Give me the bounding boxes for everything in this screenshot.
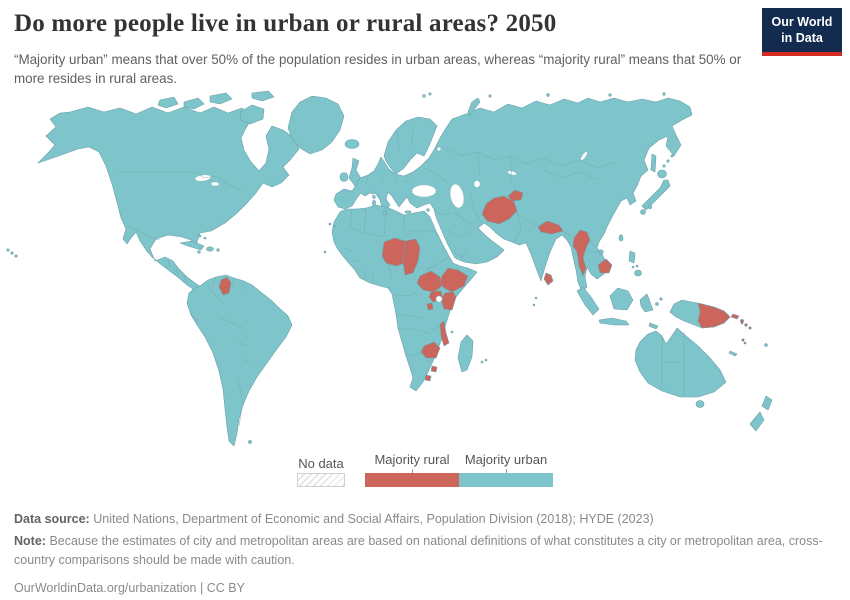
country-south-sudan[interactable]: [416, 270, 443, 293]
note-text: Because the estimates of city and metrop…: [14, 534, 823, 567]
legend-category-bar: Majority rural Majority urban: [365, 452, 553, 487]
islands-kuril: [662, 154, 674, 168]
majority-rural-countries[interactable]: [218, 189, 752, 382]
island-hispaniola: [206, 246, 214, 252]
island-taiwan[interactable]: [618, 234, 624, 242]
aral-sea: [473, 180, 481, 188]
landmass-australia[interactable]: [634, 327, 727, 398]
country-malawi[interactable]: [439, 320, 450, 347]
legend-tick: [505, 469, 507, 473]
island-kyushu: [640, 209, 646, 215]
owid-logo-accent-strip: [762, 52, 842, 57]
inland-water: [194, 146, 588, 303]
country-ethiopia[interactable]: [439, 267, 469, 293]
country-eswatini[interactable]: [430, 365, 438, 373]
country-niger[interactable]: [381, 237, 406, 267]
island-timor: [648, 322, 659, 330]
islands-new-zealand[interactable]: [749, 395, 773, 432]
owid-logo-box: Our World in Data: [762, 8, 842, 53]
country-guyana[interactable]: [218, 276, 232, 296]
islands-indonesia[interactable]: [576, 286, 663, 330]
island-sumatra: [576, 286, 600, 316]
arctic-archipelago[interactable]: [157, 90, 275, 125]
country-myanmar[interactable]: [572, 229, 591, 277]
chart-subtitle: “Majority urban” means that over 50% of …: [14, 52, 742, 87]
islands-mediterranean: [372, 195, 430, 216]
legend-label-majority-rural: Majority rural: [374, 452, 450, 467]
island-tasmania[interactable]: [695, 400, 705, 408]
island-puerto-rico: [216, 248, 220, 252]
page-title: Do more people live in urban or rural ar…: [14, 10, 557, 37]
island-iceland[interactable]: [344, 139, 360, 149]
legend-swatch-majority-rural[interactable]: [365, 473, 459, 487]
legend-label-no-data: No data: [298, 456, 344, 471]
data-source-label: Data source:: [14, 512, 90, 526]
license-link[interactable]: OurWorldinData.org/urbanization | CC BY: [14, 581, 245, 595]
chart-footer: Data source: United Nations, Department …: [14, 510, 838, 598]
island-madagascar[interactable]: [457, 334, 474, 373]
country-burundi[interactable]: [426, 302, 434, 311]
caspian-sea: [449, 183, 465, 209]
island-java: [598, 317, 630, 326]
owid-logo-line2: in Data: [781, 30, 823, 45]
island-sakhalin[interactable]: [650, 153, 657, 173]
landmass-south-america[interactable]: [186, 274, 293, 447]
islands-caribbean[interactable]: [179, 234, 220, 254]
island-jamaica: [197, 250, 201, 254]
country-cambodia[interactable]: [597, 258, 613, 274]
country-papua-new-guinea[interactable]: [697, 302, 731, 329]
country-chad[interactable]: [402, 238, 421, 276]
owid-logo-line1: Our World: [771, 15, 833, 29]
country-papua-new-guinea-islands[interactable]: [730, 313, 744, 323]
landmass-greenland[interactable]: [287, 95, 345, 155]
black-sea: [411, 184, 437, 198]
islands-philippines[interactable]: [628, 250, 642, 277]
lake-baikal: [580, 151, 588, 161]
legend-item-majority-rural[interactable]: Majority rural: [365, 452, 459, 487]
legend-tick: [411, 469, 413, 473]
islands-pacific-and-atlantic: [6, 92, 768, 444]
note-label: Note:: [14, 534, 46, 548]
country-lesotho[interactable]: [424, 374, 432, 382]
legend-swatch-no-data[interactable]: [297, 473, 345, 487]
island-borneo: [609, 287, 634, 311]
country-afghanistan[interactable]: [481, 195, 518, 225]
data-source-text: United Nations, Department of Economic a…: [93, 512, 654, 526]
country-vanuatu[interactable]: [741, 338, 747, 345]
map-legend: No data Majority rural Majority urban: [0, 452, 850, 487]
island-ireland[interactable]: [339, 172, 349, 182]
license-line[interactable]: OurWorldinData.org/urbanization | CC BY: [14, 579, 838, 598]
country-tajikistan[interactable]: [507, 189, 524, 202]
owid-logo[interactable]: Our World in Data: [762, 8, 842, 57]
island-hainan[interactable]: [598, 249, 604, 255]
islands-japan[interactable]: [640, 169, 671, 215]
legend-item-majority-urban[interactable]: Majority urban: [459, 452, 553, 487]
note-line: Note: Because the estimates of city and …: [14, 532, 838, 570]
island-shikoku: [647, 204, 653, 210]
legend-swatch-majority-urban[interactable]: [459, 473, 553, 487]
legend-label-majority-urban: Majority urban: [464, 452, 548, 467]
legend-item-no-data[interactable]: No data: [297, 456, 345, 487]
world-map-canvas[interactable]: [0, 90, 850, 458]
lake-victoria: [435, 295, 443, 303]
island-hokkaido: [657, 169, 667, 179]
lake-ladoga: [436, 146, 442, 152]
country-borders: [118, 127, 685, 427]
data-source-line: Data source: United Nations, Department …: [14, 510, 838, 529]
landmass-north-america[interactable]: [37, 106, 300, 292]
island-honshu: [641, 179, 671, 211]
island-cuba: [179, 240, 205, 251]
country-sri-lanka[interactable]: [543, 272, 554, 286]
island-sulawesi: [639, 293, 654, 313]
country-zimbabwe[interactable]: [420, 341, 441, 359]
country-solomon-islands[interactable]: [740, 321, 752, 330]
